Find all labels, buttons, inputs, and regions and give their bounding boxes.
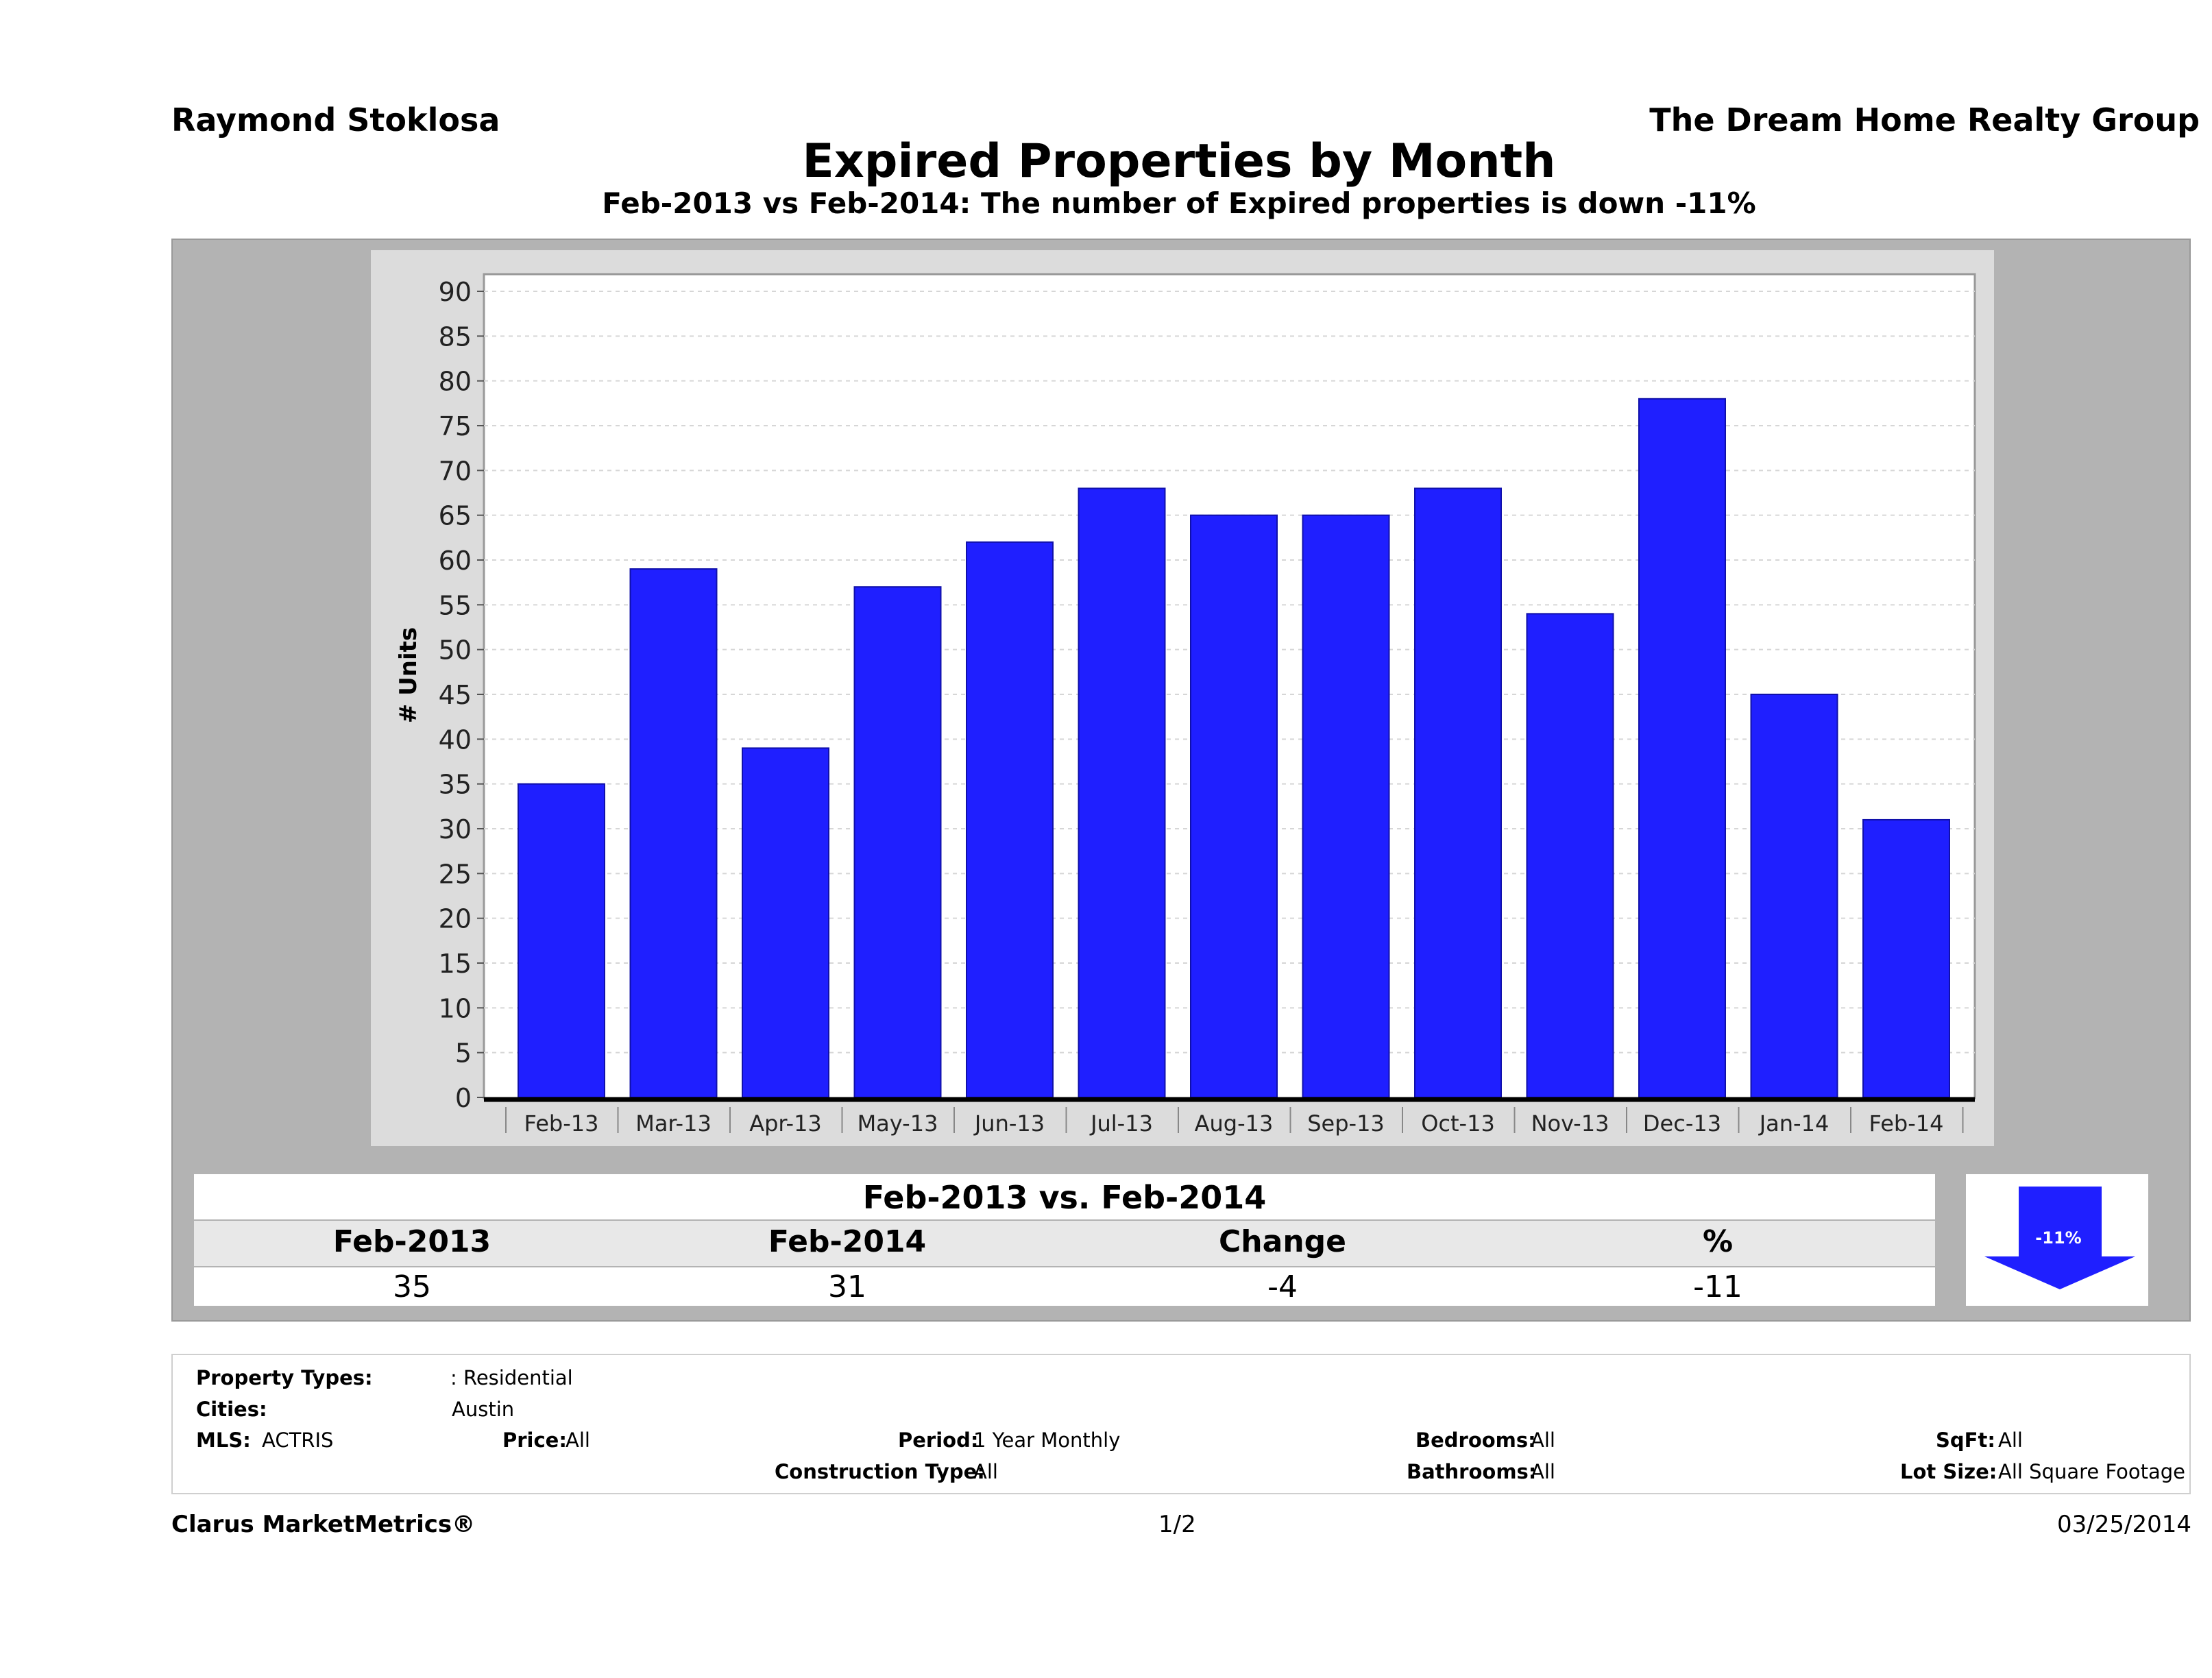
x-tick-label: Aug-13 [1195, 1110, 1274, 1136]
summary-header-row [194, 1221, 1935, 1266]
summary-title-bar [194, 1174, 1935, 1219]
bar [1526, 613, 1614, 1098]
footer-brand: Clarus MarketMetrics® [171, 1511, 476, 1538]
bedrooms-label: Bedrooms: [1415, 1428, 1536, 1452]
price-value: All [566, 1428, 590, 1452]
sqft-label: SqFt: [1936, 1428, 1995, 1452]
mls-value: ACTRIS [262, 1428, 334, 1452]
bar [1190, 514, 1278, 1098]
summary-value-percent: -11 [1693, 1269, 1742, 1304]
y-tick-label: 85 [439, 321, 472, 352]
summary-header-change: Change [1219, 1224, 1346, 1259]
x-tick-label: Jul-13 [1089, 1110, 1153, 1136]
y-tick-label: 70 [439, 456, 472, 486]
y-tick-label: 60 [439, 546, 472, 576]
summary-header-percent: % [1702, 1224, 1734, 1259]
property-types-label: Property Types: [196, 1366, 373, 1389]
x-tick-label: Feb-13 [524, 1110, 599, 1136]
mls-label: MLS: [196, 1428, 251, 1452]
y-tick-label: 50 [439, 635, 472, 666]
bar [1638, 398, 1726, 1099]
y-tick-label: 25 [439, 859, 472, 889]
x-tick-label: May-13 [858, 1110, 938, 1136]
cities-label: Cities: [196, 1398, 267, 1421]
bar [742, 747, 829, 1099]
property-types-value: : Residential [450, 1366, 573, 1389]
y-tick-label: 35 [439, 770, 472, 800]
summary-value-row [194, 1267, 1935, 1306]
y-tick-label: 30 [439, 814, 472, 844]
y-tick-label: 65 [439, 501, 472, 531]
period-label: Period: [898, 1428, 979, 1452]
y-tick-label: 45 [439, 680, 472, 710]
x-tick-label: Feb-14 [1869, 1110, 1944, 1136]
bar [1302, 514, 1390, 1098]
summary-title: Feb-2013 vs. Feb-2014 [862, 1179, 1267, 1216]
bar [1414, 487, 1502, 1098]
footer-date: 03/25/2014 [2057, 1511, 2191, 1538]
construction-type-value: All [973, 1460, 998, 1483]
page-subtitle: Feb-2013 vs Feb-2014: The number of Expi… [602, 186, 1756, 220]
bar [518, 783, 605, 1099]
x-tick-label: Jan-14 [1758, 1110, 1830, 1136]
summary-value-feb-2013: 35 [393, 1269, 431, 1304]
y-tick-label: 75 [439, 411, 472, 441]
down-arrow-icon [1984, 1187, 2135, 1289]
x-tick-label: Oct-13 [1421, 1110, 1495, 1136]
agent-name: Raymond Stoklosa [171, 101, 500, 138]
summary-header-feb-2014: Feb-2014 [768, 1224, 927, 1259]
y-tick-label: 90 [439, 277, 472, 307]
summary-header-feb-2013: Feb-2013 [332, 1224, 491, 1259]
footer-page-number: 1/2 [1158, 1511, 1196, 1538]
x-tick-label: Sep-13 [1307, 1110, 1385, 1136]
y-tick-label: 55 [439, 590, 472, 620]
y-tick-label: 80 [439, 367, 472, 397]
bar [966, 541, 1054, 1099]
y-tick-label: 20 [439, 904, 472, 934]
x-tick-label: Apr-13 [749, 1110, 822, 1136]
lot-size-label: Lot Size: [1900, 1460, 1997, 1483]
bar [1862, 818, 1950, 1099]
price-label: Price: [502, 1428, 567, 1452]
bar-chart: 0 5 10 15 20 25 30 35 40 45 50 55 60 65 70 75 80 85 90 Feb-… [395, 273, 1976, 1136]
y-tick-label: 15 [439, 949, 472, 979]
bathrooms-label: Bathrooms: [1407, 1460, 1537, 1483]
summary-value-change: -4 [1267, 1269, 1298, 1304]
lot-size-value: All Square Footage [1998, 1460, 2186, 1483]
y-tick-label: 10 [439, 993, 472, 1023]
x-tick-label: Dec-13 [1643, 1110, 1721, 1136]
y-tick-label: 40 [439, 725, 472, 755]
bar [1750, 694, 1838, 1098]
bedrooms-value: All [1531, 1428, 1555, 1452]
filter-info-box [171, 1354, 2191, 1494]
bar [629, 568, 718, 1099]
period-value: 1 Year Monthly [973, 1428, 1121, 1452]
x-tick-label: Jun-13 [973, 1110, 1045, 1136]
x-tick-label: Nov-13 [1531, 1110, 1609, 1136]
y-axis-label: # Units [395, 627, 422, 723]
bar [853, 586, 942, 1098]
y-tick-label: 0 [455, 1083, 472, 1113]
bar [1078, 487, 1166, 1098]
x-tick-label: Mar-13 [635, 1110, 712, 1136]
trend-arrow-label: -11% [2035, 1228, 2082, 1248]
bathrooms-value: All [1531, 1460, 1555, 1483]
summary-value-feb-2014: 31 [828, 1269, 866, 1304]
cities-value: Austin [452, 1398, 515, 1421]
y-tick-label: 5 [455, 1038, 472, 1069]
construction-type-label: Construction Type: [775, 1460, 985, 1483]
sqft-value: All [1998, 1428, 2023, 1452]
page-title: Expired Properties by Month [802, 134, 1556, 189]
company-name: The Dream Home Realty Group [1649, 101, 2200, 138]
